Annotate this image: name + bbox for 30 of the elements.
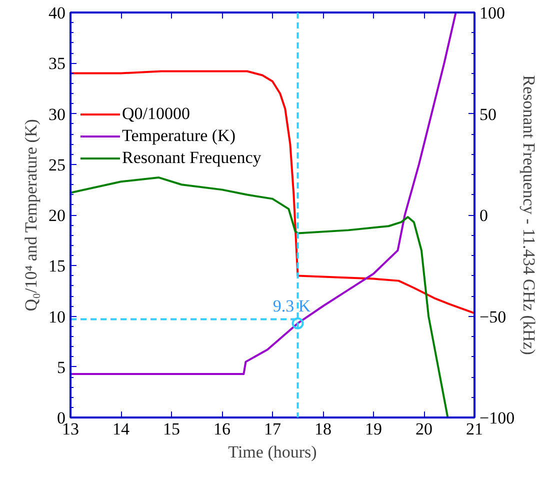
y2-tick-label: 50 (480, 104, 496, 124)
y-tick-label: 15 (48, 256, 66, 276)
annotation: 9.3 K (272, 296, 312, 316)
y-tick-label: 10 (48, 307, 66, 326)
x-tick-label: 15 (163, 420, 180, 438)
x-tick-label: 17 (264, 420, 282, 438)
y-tick-label: 25 (48, 155, 66, 174)
x-tick-label: 18 (314, 420, 332, 438)
y2-axis-title: Resonant Frequency - 11.434 GHz (kHz) (520, 75, 538, 355)
legend-label: Resonant Frequency (122, 148, 262, 168)
y-axis-title: Q₀/10⁴ and Temperature (K) (22, 119, 40, 312)
x-tick-label: 20 (416, 420, 432, 438)
x-tick-label: 16 (214, 420, 230, 438)
y-tick-label: 30 (48, 104, 66, 124)
y2-tick-label: 100 (480, 4, 505, 22)
x-tick-label: 14 (112, 420, 130, 438)
legend-label: Q0/10000 (122, 104, 190, 124)
x-axis-title: Time (hours) (228, 442, 317, 462)
line-series (70, 12, 457, 375)
legend-label: Temperature (K) (122, 126, 236, 146)
line-series (70, 70, 474, 314)
y-tick-label: 35 (48, 54, 66, 74)
y-tick-label: 5 (57, 358, 66, 377)
y2-tick-label: 0 (480, 206, 488, 225)
line-series (70, 176, 449, 418)
y-tick-label: 40 (48, 4, 66, 22)
x-tick-label: 19 (365, 420, 382, 438)
y2-tick-label: −50 (480, 307, 506, 326)
y-tick-label: 0 (57, 408, 66, 428)
y-tick-label: 20 (48, 206, 66, 225)
